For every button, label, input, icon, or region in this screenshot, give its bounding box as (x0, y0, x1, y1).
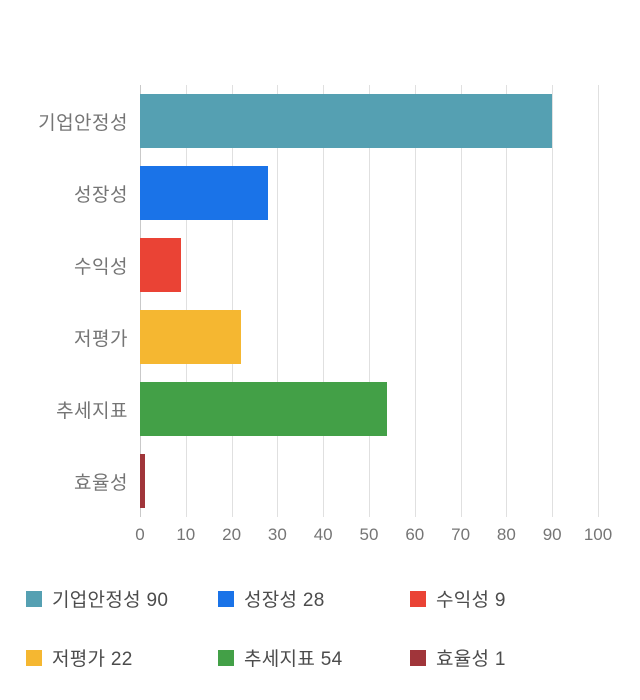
category-label: 수익성 (74, 256, 128, 278)
x-tick-label: 60 (405, 525, 425, 544)
legend-swatch (26, 649, 42, 666)
bar-track (140, 229, 598, 301)
x-tick-label: 80 (496, 525, 516, 544)
legend-item: 성장성 28 (218, 585, 410, 612)
bar-track (140, 445, 598, 517)
legend: 기업안정성 90 성장성 28 수익성 9 저평가 22 추세지표 54 효율성 1 (0, 585, 640, 671)
gridline (598, 85, 599, 517)
category-label: 추세지표 (56, 400, 128, 422)
bar-저평가[interactable] (140, 310, 241, 364)
gridline (460, 85, 462, 517)
legend-label: 성장성 28 (244, 590, 325, 611)
bar-추세지표[interactable] (140, 382, 388, 436)
x-tick-label: 30 (267, 525, 287, 544)
x-tick-label: 70 (451, 525, 471, 544)
legend-label: 효율성 1 (436, 649, 506, 670)
gridline (369, 85, 370, 517)
legend-label: 기업안정성 90 (52, 590, 169, 611)
legend-label: 저평가 22 (52, 649, 133, 670)
legend-item: 추세지표 54 (218, 644, 410, 671)
x-tick-label: 10 (176, 525, 196, 544)
legend-swatch (410, 649, 426, 666)
x-axis-spacer (0, 517, 140, 553)
bar-효율성[interactable] (140, 454, 145, 508)
x-tick-label: 50 (359, 525, 379, 544)
x-axis: 0 10 20 30 40 50 60 70 80 90 100 (0, 517, 612, 553)
x-tick-label: 20 (222, 525, 242, 544)
legend-item: 수익성 9 (410, 585, 602, 612)
legend-item: 저평가 22 (26, 644, 218, 671)
gridline (231, 85, 233, 517)
category-label: 성장성 (74, 184, 128, 206)
legend-swatch (26, 590, 42, 607)
bar-track (140, 157, 598, 229)
bar-track (140, 85, 598, 157)
gridline (506, 85, 508, 517)
bar-성장성[interactable] (140, 166, 269, 220)
plot-area (140, 85, 599, 517)
gridline (323, 85, 325, 517)
legend-swatch (218, 649, 234, 666)
gridlines (140, 85, 599, 517)
x-axis-ticks: 0 10 20 30 40 50 60 70 80 90 100 (135, 517, 612, 553)
x-tick-label: 40 (313, 525, 333, 544)
bar-track (140, 301, 598, 373)
legend-item: 효율성 1 (410, 644, 602, 671)
gridline (140, 85, 141, 517)
category-label: 효율성 (74, 472, 128, 494)
category-label: 저평가 (74, 328, 128, 350)
bars (140, 85, 598, 517)
gridline (414, 85, 416, 517)
x-tick-label: 0 (135, 525, 145, 544)
x-tick-label: 90 (542, 525, 562, 544)
legend-label: 추세지표 54 (244, 649, 343, 670)
legend-swatch (410, 590, 426, 607)
legend-item: 기업안정성 90 (26, 585, 218, 612)
gridline (277, 85, 279, 517)
x-tick-label: 100 (583, 525, 613, 544)
gridline (552, 85, 554, 517)
bar-기업안정성[interactable] (140, 94, 553, 148)
legend-swatch (218, 590, 234, 607)
bar-track (140, 373, 598, 445)
bar-수익성[interactable] (140, 238, 182, 292)
category-label: 기업안정성 (38, 112, 128, 134)
legend-label: 수익성 9 (436, 590, 506, 611)
gridline (185, 85, 187, 517)
